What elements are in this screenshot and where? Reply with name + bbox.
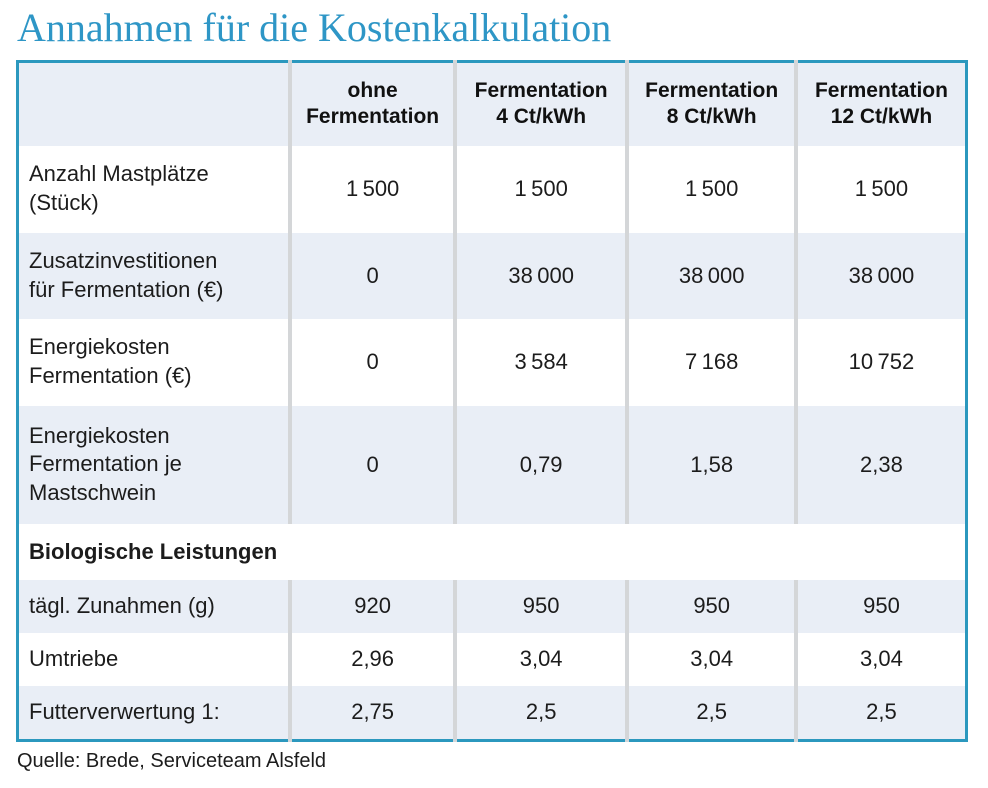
section-header-row: Biologische Leistungen [17,523,967,580]
table-cell: 3,04 [625,632,796,686]
table-cell: 2,5 [625,685,796,741]
table-cell: 0 [288,318,455,406]
section-header: Biologische Leistungen [29,538,278,564]
table-row: Energiekosten Fermentation je Mastschwei… [17,405,967,524]
source-caption: Quelle: Brede, Serviceteam Alsfeld [17,750,327,772]
table-cell: 1 500 [452,145,628,233]
table-cell: 3,04 [793,632,967,686]
table-row: Futterverwertung 1: 2,75 2,5 2,5 2,5 [17,685,967,741]
table-cell: 2,5 [452,685,628,741]
table-row: Anzahl Mastplätze (Stück) 1 500 1 500 1 … [17,145,967,233]
row-label: Futterverwertung 1: [29,698,220,724]
table-cell: 2,5 [793,685,967,741]
table-cell: 0 [288,405,455,524]
table-row: Zusatzinvestitionen für Fermentation (€)… [17,232,967,319]
row-label: tägl. Zunahmen (g) [29,592,215,618]
table-header-row: ohne Fermentation Fermentation 4 Ct/kWh … [17,61,967,146]
column-header-fermentation-4: Fermentation 4 Ct/kWh [452,61,628,146]
row-label: Energiekosten Fermentation je Mastschwei… [29,422,182,505]
table-cell: 950 [793,579,967,633]
table-cell: 950 [452,579,628,633]
table-cell: 38 000 [625,232,796,319]
table-cell: 1,58 [625,405,796,524]
table-cell: 2,75 [288,685,455,741]
table-cell: 920 [288,579,455,633]
table-row: Energiekosten Fermentation (€) 0 3 584 7… [17,318,967,406]
column-header-empty [18,62,291,146]
table-cell: 1 500 [625,145,796,233]
row-label: Energiekosten Fermentation (€) [29,334,192,388]
table-cell: 950 [625,579,796,633]
column-header-fermentation-12: Fermentation 12 Ct/kWh [793,61,967,146]
table-cell: 2,96 [288,632,455,686]
table-cell: 1 500 [288,145,455,233]
table-cell: 3,04 [452,632,628,686]
column-header-ohne-fermentation: ohne Fermentation [288,61,455,146]
table-cell: 0 [288,232,455,319]
table-row: tägl. Zunahmen (g) 920 950 950 950 [17,579,967,633]
table-cell: 10 752 [793,318,967,406]
row-label: Umtriebe [29,645,119,671]
table-cell: 38 000 [793,232,967,319]
page-title: Annahmen für die Kostenkalkulation [17,5,612,50]
table-row: Umtriebe 2,96 3,04 3,04 3,04 [17,632,967,686]
table-cell: 1 500 [793,145,967,233]
table-cell: 2,38 [793,405,967,524]
table-cell: 7 168 [625,318,796,406]
assumptions-table: ohne Fermentation Fermentation 4 Ct/kWh … [16,60,968,742]
row-label: Zusatzinvestitionen für Fermentation (€) [29,247,224,302]
table-cell: 0,79 [452,405,628,524]
row-label: Anzahl Mastplätze (Stück) [29,161,209,215]
table-cell: 3 584 [452,318,628,406]
table-cell: 38 000 [452,232,628,319]
column-header-fermentation-8: Fermentation 8 Ct/kWh [625,61,796,146]
